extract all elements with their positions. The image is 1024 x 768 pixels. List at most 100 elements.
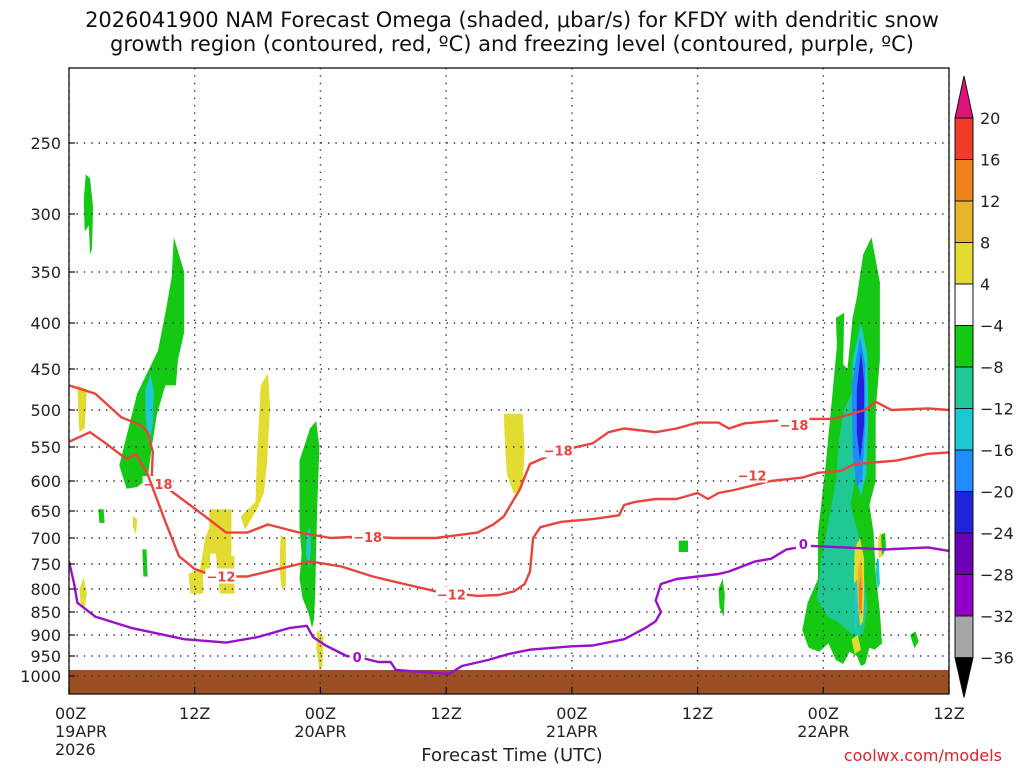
y-tick-label-500: 500 [30, 401, 61, 420]
omega-region-11 [279, 535, 286, 589]
colorbar-label-7: −12 [980, 400, 1014, 419]
omega-region-15 [503, 413, 525, 495]
colorbar-bin-7 [954, 366, 974, 409]
contour-label-bg [352, 528, 384, 544]
colorbar-label-8: −8 [980, 358, 1004, 377]
omega-shading-layer [77, 174, 919, 670]
omega-region-8 [79, 577, 87, 609]
terrain-surface [69, 670, 949, 694]
omega-region-5 [98, 509, 105, 523]
y-tick-label-650: 650 [30, 502, 61, 521]
contour-label-bg [349, 648, 365, 664]
colorbar-bin-9 [954, 283, 974, 326]
contour-label-bg [205, 568, 237, 584]
colorbar-bin-11 [954, 200, 974, 243]
contour-label-bg [778, 416, 810, 432]
omega-region-30 [851, 635, 861, 654]
colorbar-label-4: −24 [980, 524, 1014, 543]
source-credit[interactable]: coolwx.com/models [843, 746, 1002, 765]
colorbar-bin-3 [954, 532, 974, 575]
plot-frame [68, 67, 950, 695]
x-tick-label-0-3: 2026 [55, 740, 96, 759]
colorbar-bin-2 [954, 574, 974, 617]
omega-region-6 [132, 516, 138, 535]
colorbar-top-arrow [954, 75, 974, 119]
omega-region-27 [853, 579, 858, 635]
y-tick-label-700: 700 [30, 529, 61, 548]
y-tick-label-550: 550 [30, 438, 61, 457]
y-tick-label-950: 950 [30, 647, 61, 666]
omega-region-12 [299, 421, 320, 629]
contour-dendritic-lower-minus-12 [69, 431, 949, 598]
contour-label-dendritic-upper-minus-18-1: −18 [144, 478, 173, 493]
colorbar-label-12: 12 [980, 192, 1000, 211]
colorbar-bin-8 [954, 325, 974, 368]
contour-label-bg [542, 442, 574, 458]
contour-label-bg [795, 536, 811, 552]
colorbar-bin-12 [954, 159, 974, 202]
colorbar-bin-6 [954, 408, 974, 451]
omega-region-26 [858, 576, 862, 612]
contour-layer: −18 −18 −18 −18 −12 −12 −12 0 0 [69, 384, 949, 676]
x-tick-label-24-2: 20APR [294, 722, 346, 741]
colorbar-label-13: 16 [980, 151, 1000, 170]
colorbar-label-14: 20 [980, 109, 1000, 128]
colorbar-bin-5 [954, 449, 974, 492]
x-tick-label-48-1: 00Z [556, 704, 587, 723]
omega-region-31 [910, 631, 919, 649]
x-tick-label-12-1: 12Z [179, 704, 210, 723]
contour-label-dendritic-lower-minus-12-1: −12 [206, 571, 235, 586]
x-tick-label-0-1: 00Z [55, 704, 86, 723]
omega-region-28 [875, 558, 880, 589]
colorbar-label-10: 4 [980, 275, 990, 294]
y-tick-label-800: 800 [30, 580, 61, 599]
omega-region-3 [119, 237, 185, 489]
y-tick-label-600: 600 [30, 472, 61, 491]
y-tick-label-450: 450 [30, 360, 61, 379]
omega-region-29 [877, 532, 882, 559]
contour-label-freezing-level-0-2: 0 [799, 538, 808, 553]
colorbar-label-6: −16 [980, 441, 1014, 460]
y-tick-label-400: 400 [30, 314, 61, 333]
colorbar-label-3: −28 [980, 566, 1014, 585]
omega-region-16 [678, 540, 689, 552]
colorbar-label-2: −32 [980, 607, 1014, 626]
contour-freezing-level-0 [69, 544, 949, 676]
y-tick-label-300: 300 [30, 205, 61, 224]
omega-region-14 [316, 630, 324, 670]
y-tick-label-250: 250 [30, 134, 61, 153]
contour-label-freezing-level-0-1: 0 [353, 651, 362, 666]
omega-region-17 [718, 579, 725, 617]
y-tick-label-750: 750 [30, 555, 61, 574]
x-tick-label-24-1: 00Z [305, 704, 336, 723]
contour-label-dendritic-upper-minus-18-3: −18 [544, 444, 573, 459]
x-tick-label-84-1: 12Z [933, 704, 964, 723]
chart-title: 2026041900 NAM Forecast Omega (shaded, μ… [0, 8, 1024, 56]
x-tick-label-72-1: 00Z [808, 704, 839, 723]
colorbar-bin-10 [954, 242, 974, 285]
y-tick-label-850: 850 [30, 603, 61, 622]
omega-region-2 [77, 385, 87, 433]
omega-region-22 [856, 350, 865, 461]
contour-label-bg [435, 586, 467, 602]
chart-title-line-2: growth region (contoured, red, ºC) and f… [110, 32, 914, 56]
colorbar-bottom-arrow [954, 657, 974, 698]
colorbar-bin-1 [954, 615, 974, 658]
y-tick-label-1000: 1000 [20, 667, 61, 686]
omega-region-1 [83, 174, 94, 255]
omega-region-7 [142, 549, 148, 577]
x-tick-label-48-2: 21APR [546, 722, 598, 741]
colorbar-label-9: −4 [980, 317, 1004, 336]
colorbar-label-5: −20 [980, 483, 1014, 502]
chart-title-line-1: 2026041900 NAM Forecast Omega (shaded, μ… [85, 8, 939, 32]
omega-region-4 [145, 373, 154, 444]
x-axis-label: Forecast Time (UTC) [421, 745, 603, 766]
x-tick-label-60-1: 12Z [682, 704, 713, 723]
colorbar-bin-4 [954, 491, 974, 534]
colorbar-label-11: 8 [980, 234, 990, 253]
contour-label-dendritic-upper-minus-18-2: −18 [353, 531, 382, 546]
y-tick-label-900: 900 [30, 626, 61, 645]
contour-label-dendritic-lower-minus-12-2: −12 [437, 589, 466, 604]
